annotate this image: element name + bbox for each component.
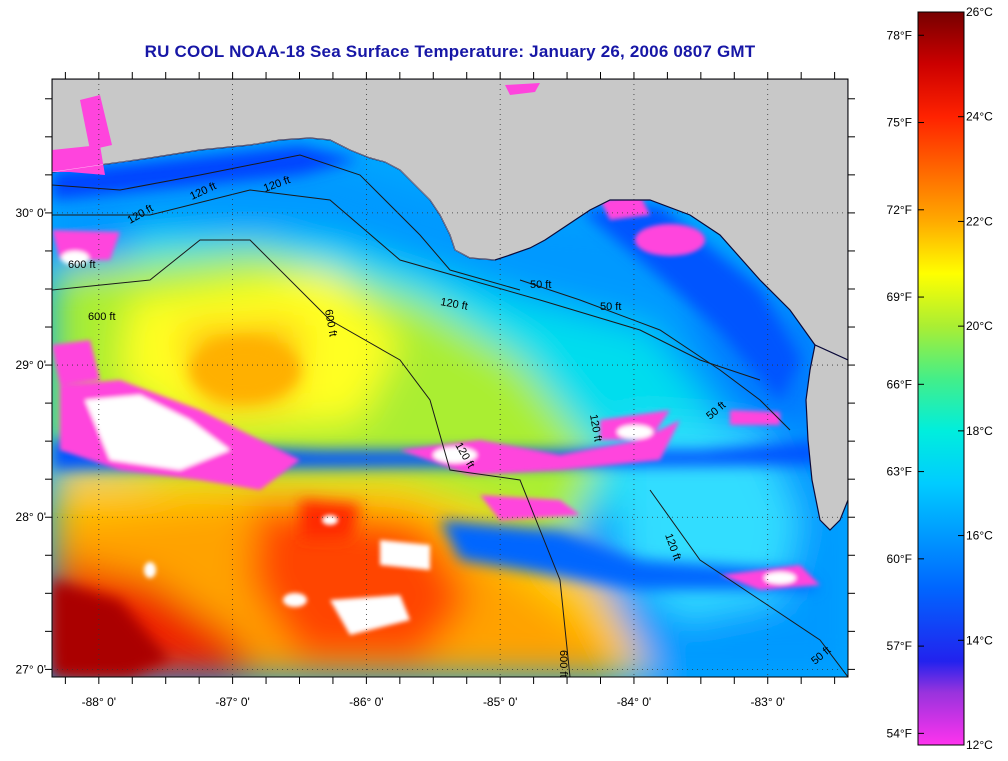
y-tick-label: 29° 0' [16,358,46,372]
contour-label: 120 ft [439,296,468,313]
contour-label: 50 ft [530,279,551,291]
colorbar-label-f: 66°F [887,377,912,391]
contour-label: 120 ft [587,413,604,442]
colorbar-label-c: 26°C [966,5,993,19]
colorbar-label-f: 60°F [887,552,912,566]
x-tick-label: -87° 0' [215,695,249,709]
colorbar-label-f: 54°F [887,726,912,740]
colorbar-label-f: 63°F [887,465,912,479]
cloud-mask [52,195,820,635]
colorbar-label-c: 24°C [966,110,993,124]
y-axis: 27° 0' 28° 0' 29° 0' 30° 0' [16,98,855,676]
y-tick-label: 30° 0' [16,206,46,220]
x-tick-label: -84° 0' [617,695,651,709]
chart-title: RU COOL NOAA-18 Sea Surface Temperature:… [144,42,756,61]
colorbar-label-f: 78°F [887,28,912,42]
land-east [805,344,848,531]
colorbar-label-f: 57°F [887,639,912,653]
x-tick-label: -85° 0' [483,695,517,709]
x-tick-label: -83° 0' [751,695,785,709]
contour-label: 600 ft [68,259,96,271]
colorbar-label-c: 14°C [966,633,993,647]
colorbar-scale [917,11,965,746]
colorbar-label-c: 22°C [966,214,993,228]
mobile-bay [52,145,105,175]
colorbar-label-c: 20°C [966,319,993,333]
sst-map [52,79,848,677]
contour-label: 600 ft [557,650,569,678]
contour-label: 600 ft [322,308,339,337]
colorbar-label-c: 16°C [966,529,993,543]
x-axis: -88° 0' -87° 0' -86° 0' -85° 0' -84° 0' -83° … [64,72,836,709]
colorbar-label-f: 72°F [887,203,912,217]
y-tick-label: 27° 0' [16,662,46,676]
colorbar-label-c: 18°C [966,424,993,438]
x-tick-label: -88° 0' [82,695,116,709]
y-tick-label: 28° 0' [16,510,46,524]
colorbar-label-f: 75°F [887,116,912,130]
map-frame [51,78,849,678]
contour-label: 50 ft [600,301,621,313]
colorbar-label-f: 69°F [887,290,912,304]
x-tick-label: -86° 0' [349,695,383,709]
bathymetry-contours [52,154,848,677]
contour-label: 600 ft [88,311,116,323]
colorbar-label-c: 12°C [966,738,993,752]
colorbar: 26°C 24°C 22°C 20°C 18°C 16°C 14°C 12°C 78°F 75°F… [887,5,994,752]
